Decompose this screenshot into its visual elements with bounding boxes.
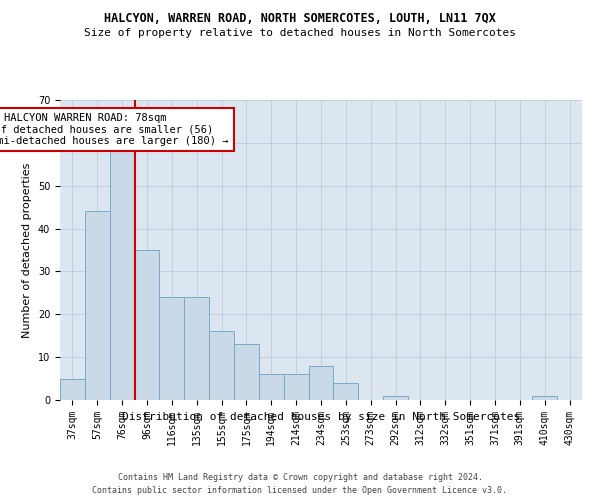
- Bar: [383, 396, 408, 400]
- Text: Distribution of detached houses by size in North Somercotes: Distribution of detached houses by size …: [122, 412, 520, 422]
- Bar: [134, 250, 160, 400]
- Bar: [334, 383, 358, 400]
- Text: Contains public sector information licensed under the Open Government Licence v3: Contains public sector information licen…: [92, 486, 508, 495]
- Bar: [60, 378, 85, 400]
- Bar: [160, 297, 184, 400]
- Bar: [259, 374, 284, 400]
- Text: HALCYON, WARREN ROAD, NORTH SOMERCOTES, LOUTH, LN11 7QX: HALCYON, WARREN ROAD, NORTH SOMERCOTES, …: [104, 12, 496, 26]
- Bar: [110, 147, 134, 400]
- Bar: [209, 332, 234, 400]
- Bar: [184, 297, 209, 400]
- Text: Contains HM Land Registry data © Crown copyright and database right 2024.: Contains HM Land Registry data © Crown c…: [118, 472, 482, 482]
- Bar: [234, 344, 259, 400]
- Y-axis label: Number of detached properties: Number of detached properties: [22, 162, 32, 338]
- Text: Size of property relative to detached houses in North Somercotes: Size of property relative to detached ho…: [84, 28, 516, 38]
- Text: HALCYON WARREN ROAD: 78sqm
← 24% of detached houses are smaller (56)
76% of semi: HALCYON WARREN ROAD: 78sqm ← 24% of deta…: [0, 113, 229, 146]
- Bar: [532, 396, 557, 400]
- Bar: [308, 366, 334, 400]
- Bar: [284, 374, 308, 400]
- Bar: [85, 212, 110, 400]
